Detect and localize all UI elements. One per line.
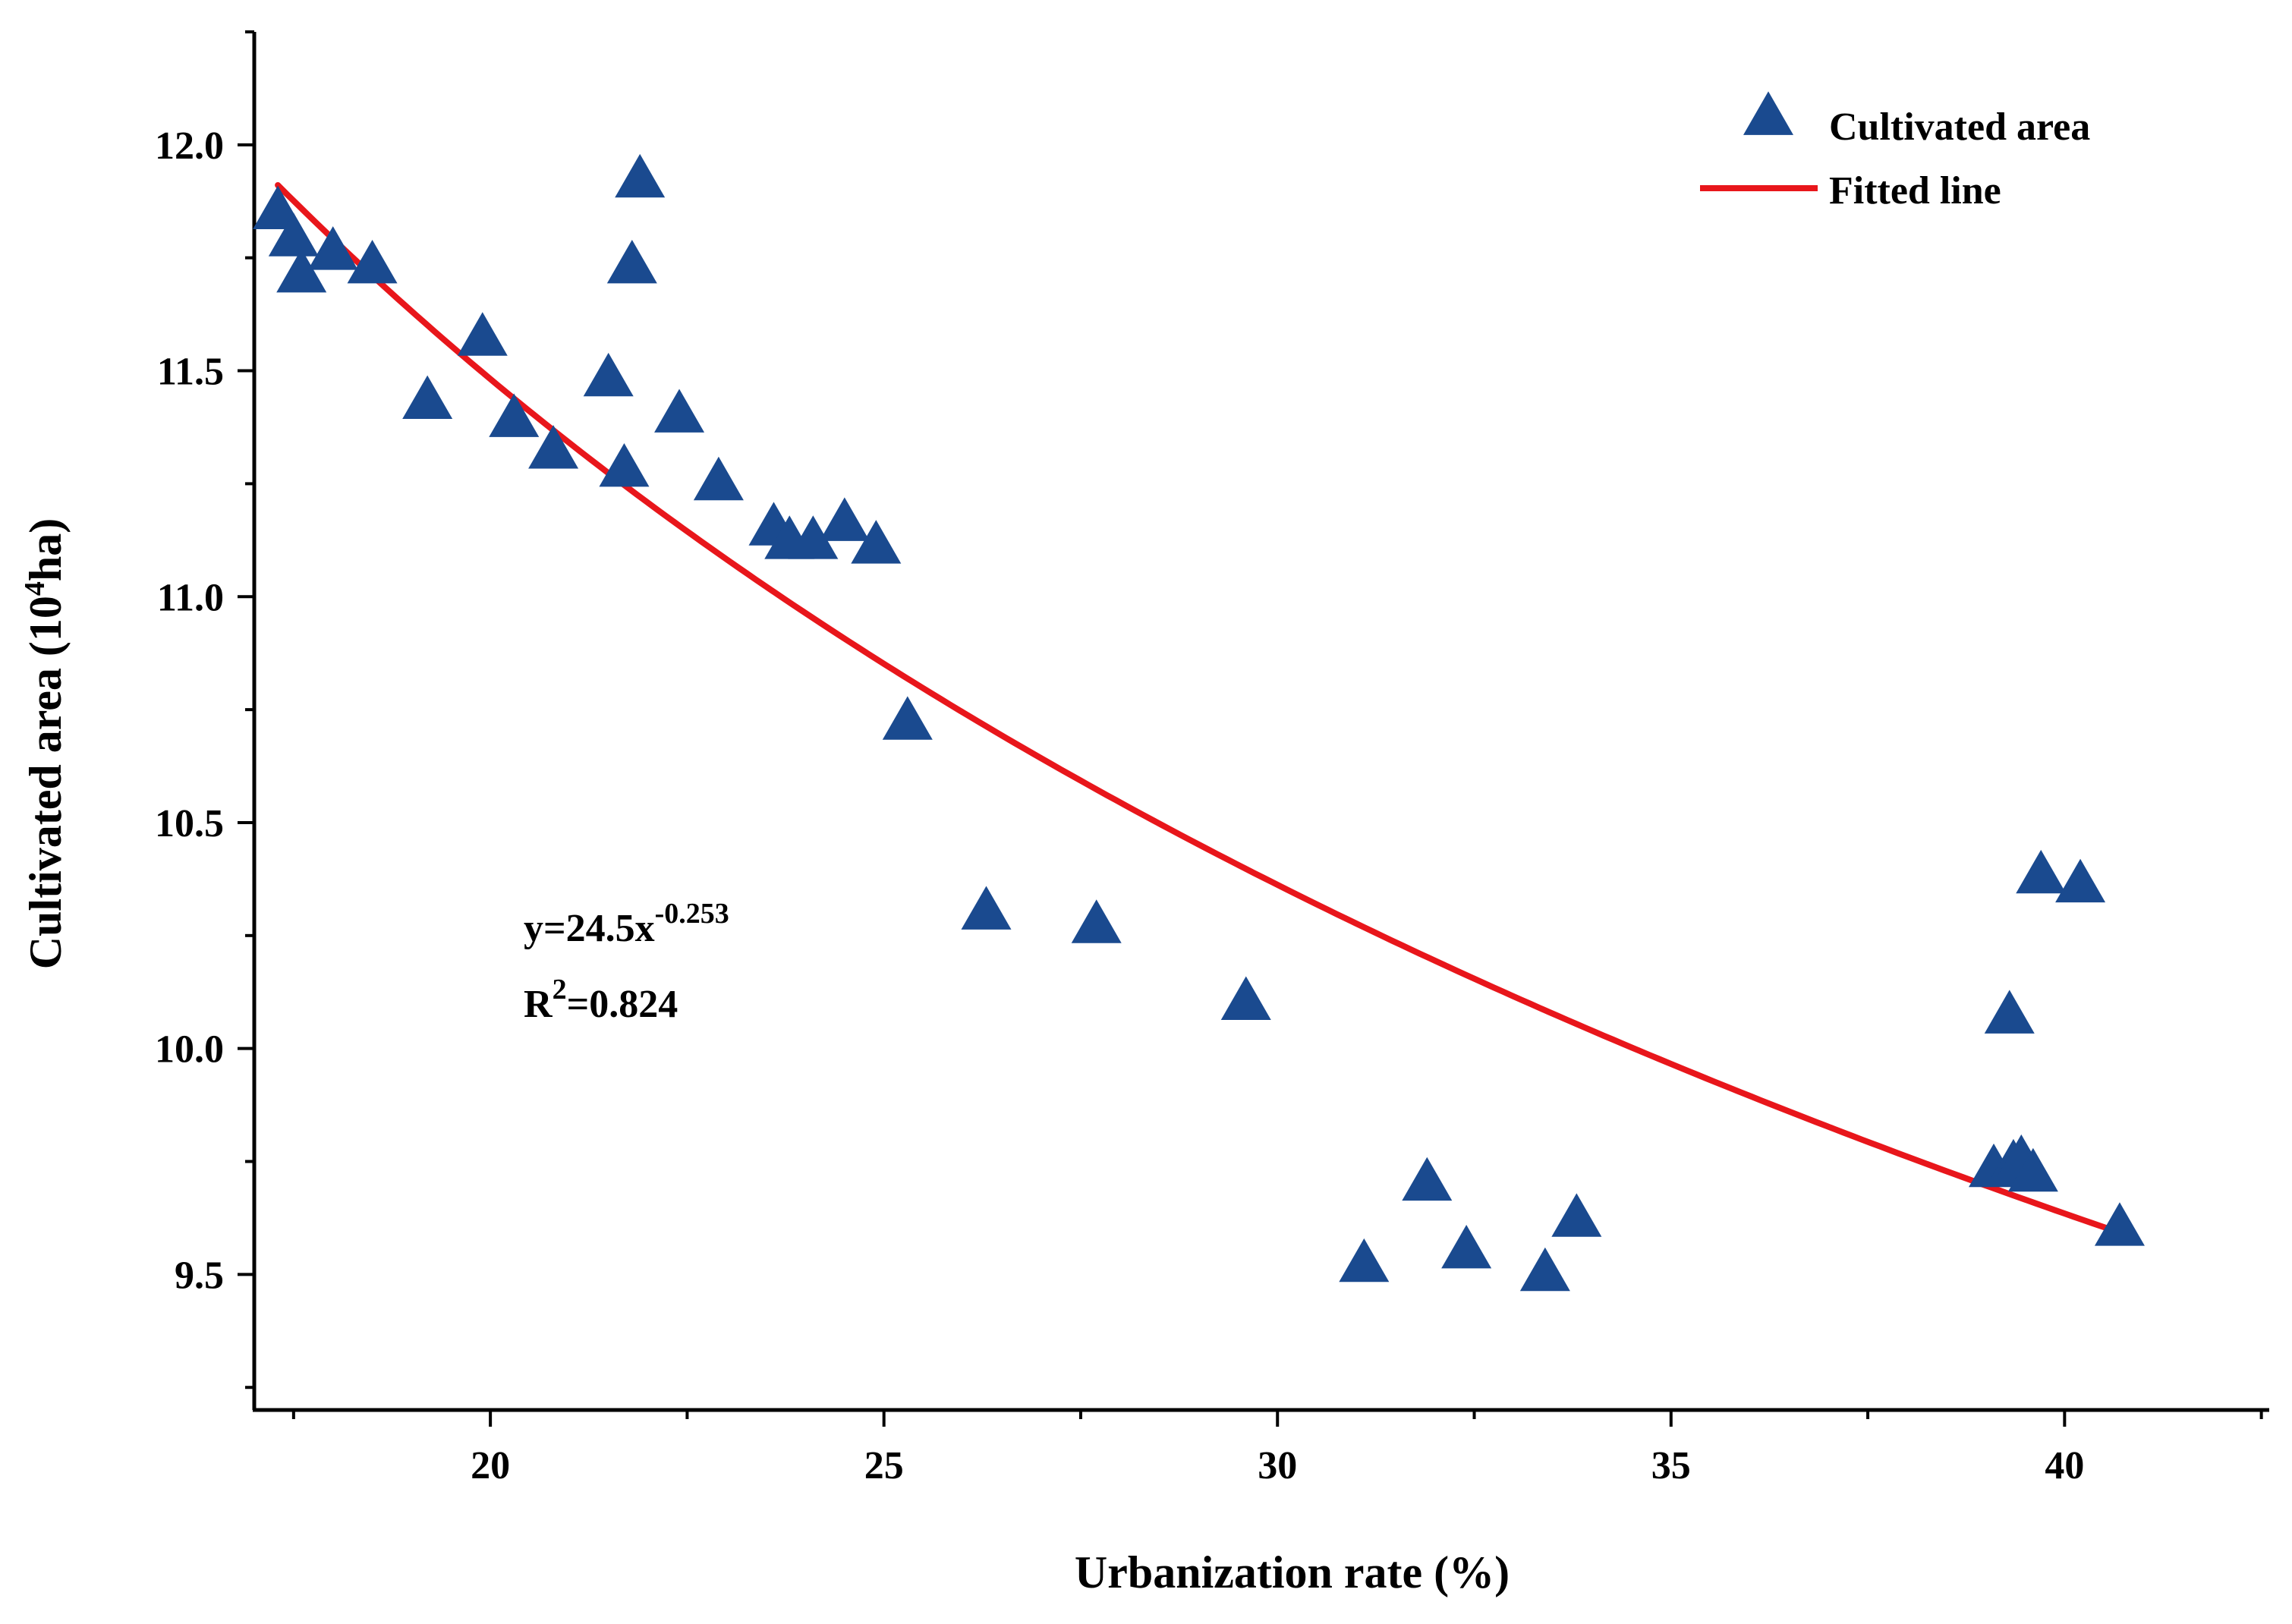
x-tick-label: 30 <box>1258 1444 1297 1487</box>
legend: Cultivated area Fitted line <box>1700 91 2090 212</box>
data-point <box>1519 1247 1570 1292</box>
fitted-line <box>275 182 2123 1236</box>
y-axis-title: Cultivated area (104ha) <box>19 518 71 970</box>
data-point <box>1339 1238 1390 1283</box>
equation-base: y=24.5x <box>524 907 655 950</box>
y-axis-title-prefix: Cultivated area (10 <box>20 596 71 969</box>
data-point <box>788 515 839 559</box>
legend-label-fitted-line: Fitted line <box>1829 169 2001 212</box>
data-point <box>307 226 358 270</box>
data-point <box>2094 1202 2145 1246</box>
data-point <box>489 393 540 437</box>
equation-annotation: y=24.5x-0.253 R2=0.824 <box>524 898 729 1026</box>
data-point <box>1071 899 1122 943</box>
x-tick-label: 20 <box>471 1444 510 1487</box>
data-point <box>1220 976 1271 1020</box>
data-point <box>2016 849 2067 894</box>
equation-exponent: -0.253 <box>655 898 729 930</box>
r-squared-base: R <box>524 983 553 1026</box>
data-point <box>654 389 705 433</box>
y-tick-label: 11.5 <box>157 351 224 394</box>
x-tick-label: 35 <box>1651 1444 1691 1487</box>
legend-marker-cultivated-area <box>1743 91 1793 135</box>
data-point <box>457 312 508 356</box>
data-point <box>253 185 304 229</box>
y-axis-title-superscript: 4 <box>19 581 51 596</box>
x-tick-label: 40 <box>2045 1444 2084 1487</box>
plot-area: 20 25 30 35 40 9.5 10.0 10.5 11.0 11.5 12.0 <box>155 30 2269 1487</box>
data-point <box>851 520 902 564</box>
y-tick-label: 10.5 <box>155 802 224 845</box>
data-point <box>2055 858 2106 903</box>
y-tick-label: 12.0 <box>155 124 224 168</box>
y-tick-label: 9.5 <box>175 1254 224 1297</box>
x-axis-title: Urbanization rate (%) <box>1075 1547 1510 1597</box>
data-point <box>402 375 453 420</box>
equation-text: y=24.5x-0.253 <box>524 898 729 950</box>
x-tick-label: 25 <box>864 1444 904 1487</box>
r-squared-superscript: 2 <box>553 974 567 1006</box>
data-point <box>599 442 650 487</box>
data-point <box>1402 1157 1453 1201</box>
data-point <box>583 352 634 397</box>
data-point <box>882 696 933 740</box>
data-point <box>1984 990 2035 1034</box>
data-points <box>253 153 2145 1292</box>
y-tick-label: 10.0 <box>155 1028 224 1072</box>
data-point <box>1551 1193 1602 1237</box>
data-point <box>615 153 666 198</box>
y-tick-label: 11.0 <box>157 576 224 619</box>
data-point <box>347 240 398 284</box>
r-squared-text: R2=0.824 <box>524 974 678 1026</box>
data-point <box>528 425 579 469</box>
data-point <box>606 240 657 284</box>
r-squared-value: =0.824 <box>567 983 678 1026</box>
y-axis-title-suffix: ha) <box>20 518 71 581</box>
data-point <box>276 248 327 293</box>
data-point <box>268 212 319 257</box>
data-point <box>819 497 870 541</box>
data-point <box>961 886 1012 930</box>
x-axis-ticks: 20 25 30 35 40 <box>291 1410 2263 1487</box>
data-point <box>2007 1147 2058 1192</box>
legend-label-cultivated-area: Cultivated area <box>1829 105 2090 149</box>
data-point <box>693 456 744 501</box>
y-axis-ticks: 9.5 10.0 10.5 11.0 11.5 12.0 <box>155 30 254 1390</box>
data-point <box>1441 1225 1492 1269</box>
